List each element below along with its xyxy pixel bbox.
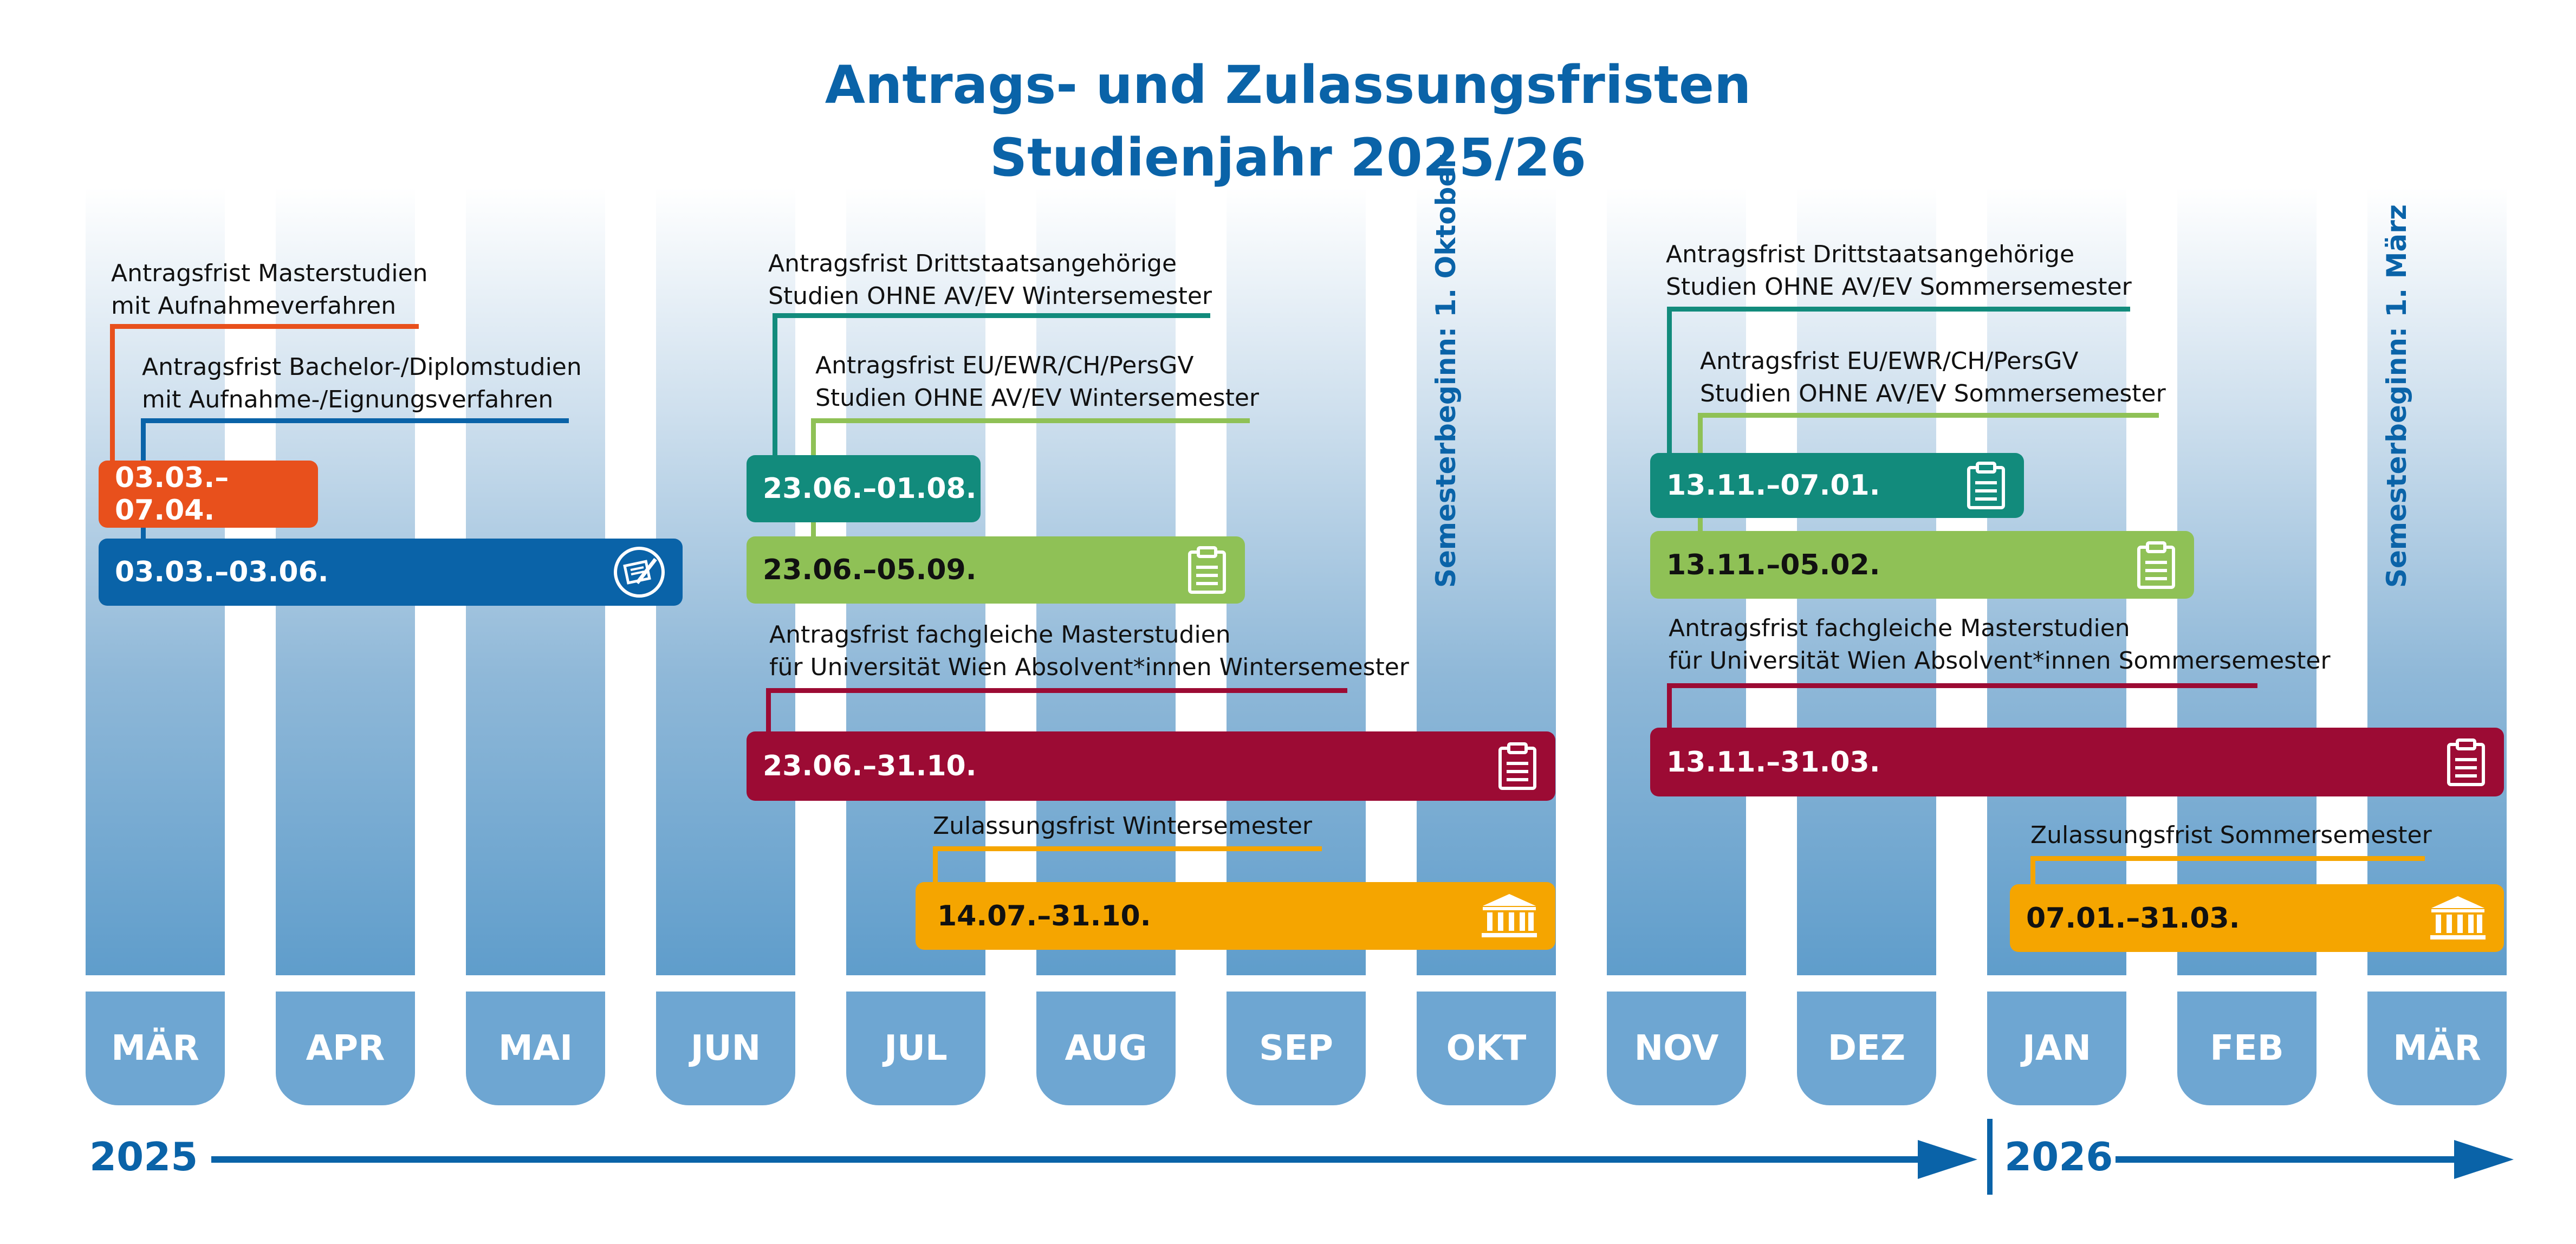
label-dritt-ss: Antragsfrist Drittstaatsangehörige Studi… [1666,241,2132,301]
arrow-head-2025-icon [1918,1140,1977,1179]
semester-start-summer: Semesterbeginn: 1. März [2381,204,2412,588]
semester-start-winter: Semesterbeginn: 1. Oktober [1430,155,1462,588]
month-tab-mar-2026: MÄR [2367,992,2507,1105]
title-line-1: Antrags- und Zulassungsfristen [825,55,1751,115]
signature-form-icon [612,545,666,599]
month-tab-mar-2025: MÄR [86,992,225,1105]
month-tab-jul: JUL [846,992,985,1105]
label-eu-ws: Antragsfrist EU/EWR/CH/PersGV Studien OH… [815,352,1260,412]
timeline-arrow-2025 [211,1156,1923,1163]
bar-zul-ss-dates: 07.01.–31.03. [2026,902,2240,935]
label-bachelor-aufnahme: Antragsfrist Bachelor-/Diplomstudien mit… [142,353,582,413]
year-label-2025: 2025 [89,1134,198,1180]
leader-line-dritt-ss [1667,307,2130,312]
clipboard-icon [2134,541,2178,589]
month-column-feb [2177,187,2317,975]
month-tab-dez: DEZ [1797,992,1936,1105]
leader-line-fach-ss [1667,683,2257,688]
month-tab-mai: MAI [466,992,605,1105]
bar-eu-ss: 13.11.–05.02. [1650,531,2194,599]
leader-line-zul-ss [2030,856,2425,861]
bar-bachelor-aufnahme-dates: 03.03.–03.06. [115,556,329,588]
leader-line-zul-ss-drop [2030,856,2035,886]
bar-eu-ws-dates: 23.06.–05.09. [763,554,977,586]
leader-line-master-aufnahme-drop [110,324,115,461]
label-zul-ws: Zulassungsfrist Wintersemester [933,812,1312,840]
bar-dritt-ws-dates: 23.06.–01.08. [763,472,977,505]
bar-fach-ws-dates: 23.06.–31.10. [763,750,977,782]
page-title: Antrags- und Zulassungsfristen Studienja… [0,49,2576,194]
bar-master-aufnahme-dates: 03.03.–07.04. [115,462,229,527]
bar-zul-ws: 14.07.–31.10. [916,882,1555,950]
clipboard-icon [1964,461,2008,510]
label-zul-ss: Zulassungsfrist Sommersemester [2030,821,2432,849]
month-column-mar-2026 [2367,187,2507,975]
month-tab-feb: FEB [2177,992,2317,1105]
month-tab-aug: AUG [1036,992,1176,1105]
month-column-okt [1417,187,1556,975]
bar-fach-ss-dates: 13.11.–31.03. [1666,746,1880,779]
label-fach-ws: Antragsfrist fachgleiche Masterstudien f… [769,621,1409,681]
leader-line-zul-ws [933,846,1322,851]
leader-line-bachelor-aufnahme [141,418,569,423]
bar-master-aufnahme: 03.03.–07.04. [99,461,318,528]
label-master-aufnahme: Antragsfrist Masterstudien mit Aufnahmev… [111,260,428,320]
month-tab-apr: APR [276,992,415,1105]
leader-line-fach-ws-drop [766,688,771,731]
university-building-icon [2428,894,2488,943]
label-fach-ss: Antragsfrist fachgleiche Masterstudien f… [1669,614,2331,675]
label-dritt-ws: Antragsfrist Drittstaatsangehörige Studi… [768,250,1212,310]
month-tab-okt: OKT [1417,992,1556,1105]
bar-dritt-ss-dates: 13.11.–07.01. [1666,469,1880,502]
leader-line-dritt-ws [773,313,1210,318]
month-tab-sep: SEP [1227,992,1366,1105]
year-divider [1987,1119,1993,1195]
bar-bachelor-aufnahme: 03.03.–03.06. [99,539,683,606]
arrow-head-2026-icon [2454,1140,2514,1179]
clipboard-icon [1496,742,1539,791]
leader-line-zul-ws-drop [933,846,938,884]
leader-line-fach-ss-drop [1667,683,1672,729]
leader-line-dritt-ss-drop [1667,307,1672,453]
month-tab-nov: NOV [1607,992,1746,1105]
leader-line-master-aufnahme [110,324,419,329]
bar-dritt-ss: 13.11.–07.01. [1650,453,2024,518]
bar-eu-ws: 23.06.–05.09. [747,536,1245,604]
leader-line-eu-ws [811,418,1250,423]
month-tab-jun: JUN [656,992,795,1105]
leader-line-eu-ss [1698,413,2159,418]
bar-zul-ws-dates: 14.07.–31.10. [937,899,1151,932]
bar-fach-ss: 13.11.–31.03. [1650,728,2504,796]
bar-zul-ss: 07.01.–31.03. [2010,884,2504,952]
bar-eu-ss-dates: 13.11.–05.02. [1666,548,1880,581]
university-building-icon [1480,892,1539,941]
bar-dritt-ws: 23.06.–01.08. [747,455,981,522]
year-label-2026: 2026 [2004,1134,2113,1180]
title-line-2: Studienjahr 2025/26 [989,127,1587,188]
label-eu-ss: Antragsfrist EU/EWR/CH/PersGV Studien OH… [1700,347,2166,407]
leader-line-dritt-ws-drop [773,313,777,455]
leader-line-fach-ws [766,688,1347,693]
month-tab-jan: JAN [1987,992,2126,1105]
bar-fach-ws: 23.06.–31.10. [747,731,1555,801]
clipboard-icon [1185,546,1229,594]
clipboard-icon [2444,738,2488,787]
timeline-arrow-2026 [2116,1156,2462,1163]
month-column-sep [1227,187,1366,975]
